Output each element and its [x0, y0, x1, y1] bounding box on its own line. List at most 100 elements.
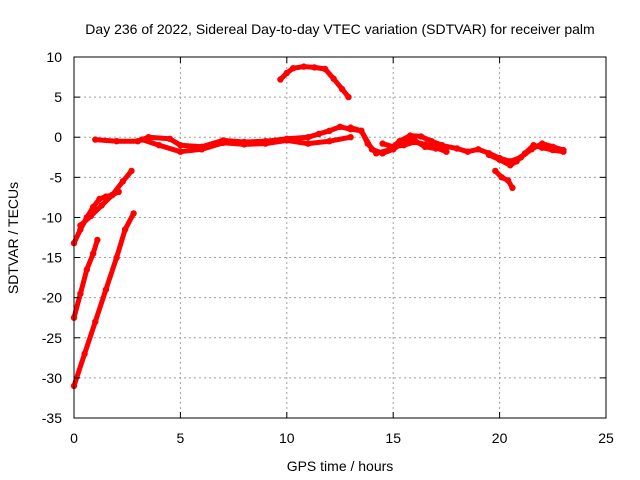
plot-frame — [73, 56, 607, 419]
data-point — [411, 138, 418, 146]
data-point — [311, 64, 318, 71]
data-point — [453, 145, 461, 152]
data-point — [90, 250, 97, 257]
data-point — [113, 138, 120, 145]
data-point — [421, 141, 429, 148]
data-point — [96, 195, 103, 203]
data-point — [475, 146, 482, 153]
data-point — [492, 167, 499, 175]
data-point — [436, 142, 444, 149]
data-point — [109, 191, 116, 199]
data-point — [485, 151, 493, 159]
data-point — [443, 148, 450, 155]
data-point — [166, 135, 173, 142]
data-point — [549, 146, 556, 154]
data-point — [113, 254, 120, 261]
data-point — [428, 138, 435, 145]
y-tick-label: 0 — [54, 129, 62, 145]
data-point — [283, 137, 290, 144]
data-point — [304, 134, 312, 141]
series-arc-i — [379, 138, 450, 155]
data-point — [373, 150, 380, 157]
data-point — [77, 222, 84, 229]
y-tick-label: 10 — [46, 49, 62, 65]
x-axis-label: GPS time / hours — [287, 458, 394, 474]
data-point — [400, 142, 407, 149]
y-axis-label: SDTVAR / TECUs — [5, 182, 21, 294]
data-point — [94, 236, 101, 244]
data-point — [304, 140, 312, 147]
data-point — [262, 140, 269, 147]
data-point — [330, 75, 337, 82]
data-point — [338, 85, 346, 93]
grid — [74, 57, 606, 418]
data-point — [321, 65, 329, 73]
data-point — [102, 286, 110, 293]
series-arc-g — [277, 63, 352, 101]
data-point — [513, 158, 520, 165]
data-point — [155, 142, 163, 149]
y-tick-label: -30 — [42, 370, 62, 386]
data-point — [81, 350, 88, 357]
data-point — [326, 127, 333, 134]
series-arc-k — [485, 142, 567, 169]
data-point — [119, 178, 127, 185]
y-axis-ticks: -35 -30 -25 -20 -15 -10 -5 0 5 10 — [42, 49, 606, 426]
series-line — [277, 64, 351, 100]
data-point — [92, 318, 99, 325]
series-line — [71, 210, 137, 389]
data-point — [507, 162, 514, 169]
x-axis-ticks: 0 5 10 15 20 25 — [70, 57, 614, 446]
data-point — [390, 143, 397, 150]
data-point — [464, 148, 471, 155]
series-arc-l — [492, 167, 516, 191]
data-point — [407, 132, 414, 139]
x-tick-label: 25 — [598, 430, 614, 446]
data-point — [177, 142, 184, 149]
data-point — [509, 184, 516, 191]
data-point — [504, 177, 512, 184]
series-arc-f — [138, 134, 354, 155]
data-point — [417, 133, 425, 140]
data-point — [283, 69, 290, 77]
y-tick-label: -25 — [42, 330, 62, 346]
data-point — [530, 142, 537, 149]
data-series — [70, 63, 567, 390]
data-point — [347, 134, 354, 141]
data-point — [560, 148, 567, 155]
data-point — [128, 167, 135, 175]
data-point — [345, 93, 352, 101]
data-point — [336, 123, 344, 130]
data-point — [358, 127, 365, 134]
y-tick-label: -15 — [42, 250, 62, 266]
data-point — [277, 76, 284, 83]
data-point — [121, 226, 129, 233]
chart-title: Day 236 of 2022, Sidereal Day-to-day VTE… — [85, 21, 594, 37]
y-tick-label: 5 — [54, 89, 62, 105]
series-arc-c — [70, 236, 101, 321]
data-point — [177, 148, 184, 155]
x-tick-label: 15 — [385, 430, 401, 446]
x-tick-label: 5 — [177, 430, 185, 446]
series-arc-h — [347, 124, 446, 157]
data-point — [87, 212, 95, 219]
series-line — [492, 168, 515, 191]
data-point — [300, 63, 307, 70]
data-point — [98, 202, 105, 209]
data-point — [521, 150, 529, 157]
data-point — [83, 266, 91, 273]
data-point — [396, 138, 403, 145]
data-point — [315, 130, 322, 138]
data-point — [364, 140, 371, 147]
y-tick-label: -5 — [50, 169, 63, 185]
data-point — [90, 203, 97, 211]
data-point — [379, 140, 386, 147]
y-tick-label: -10 — [42, 209, 62, 225]
data-point — [138, 136, 146, 143]
x-tick-label: 10 — [279, 430, 295, 446]
data-point — [92, 136, 99, 143]
data-point — [198, 146, 205, 153]
data-point — [290, 65, 297, 72]
x-tick-label: 0 — [70, 430, 78, 446]
